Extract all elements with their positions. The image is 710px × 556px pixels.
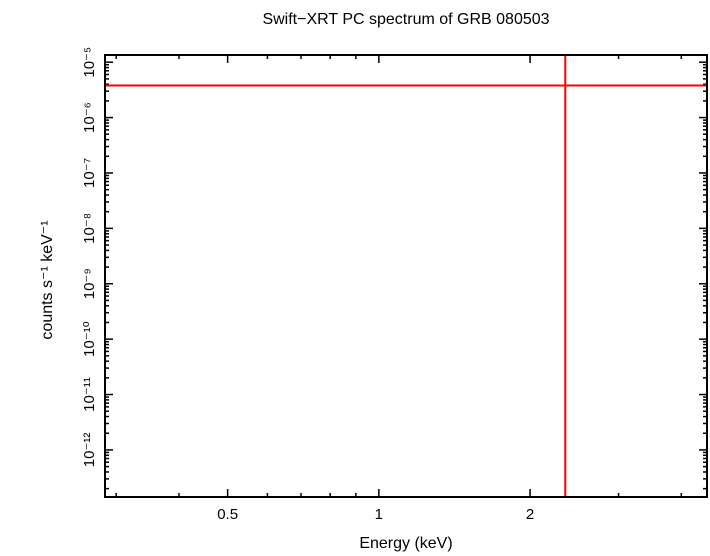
x-tick-label: 1 [375, 506, 383, 523]
y-tick-label: 10⁻¹¹ [81, 377, 98, 412]
axis-tick-labels: 0.5 1 2 10⁻⁵ 10⁻⁶ 10⁻⁷ 10⁻⁸ 10⁻⁹ 10⁻¹⁰ 10⁻¹¹ 10⁻¹² [81, 47, 534, 523]
x-tick-label: 2 [526, 506, 534, 523]
y-tick-label: 10⁻⁹ [81, 268, 98, 299]
plot-frame [104, 54, 708, 498]
y-tick-label: 10⁻¹⁰ [81, 321, 98, 357]
y-tick-label: 10⁻⁸ [81, 213, 98, 244]
chart-title: Swift−XRT PC spectrum of GRB 080503 [262, 11, 549, 28]
axis-ticks [105, 55, 707, 497]
y-tick-label: 10⁻⁵ [81, 47, 98, 78]
x-tick-label: 0.5 [217, 506, 238, 523]
crosshair-lines [105, 55, 707, 497]
y-tick-label: 10⁻¹² [81, 433, 98, 468]
x-axis-label: Energy (keV) [359, 535, 452, 552]
y-tick-label: 10⁻⁷ [81, 158, 98, 188]
y-tick-label: 10⁻⁶ [81, 102, 98, 133]
y-axis-label: counts s⁻¹ keV⁻¹ [39, 220, 56, 339]
